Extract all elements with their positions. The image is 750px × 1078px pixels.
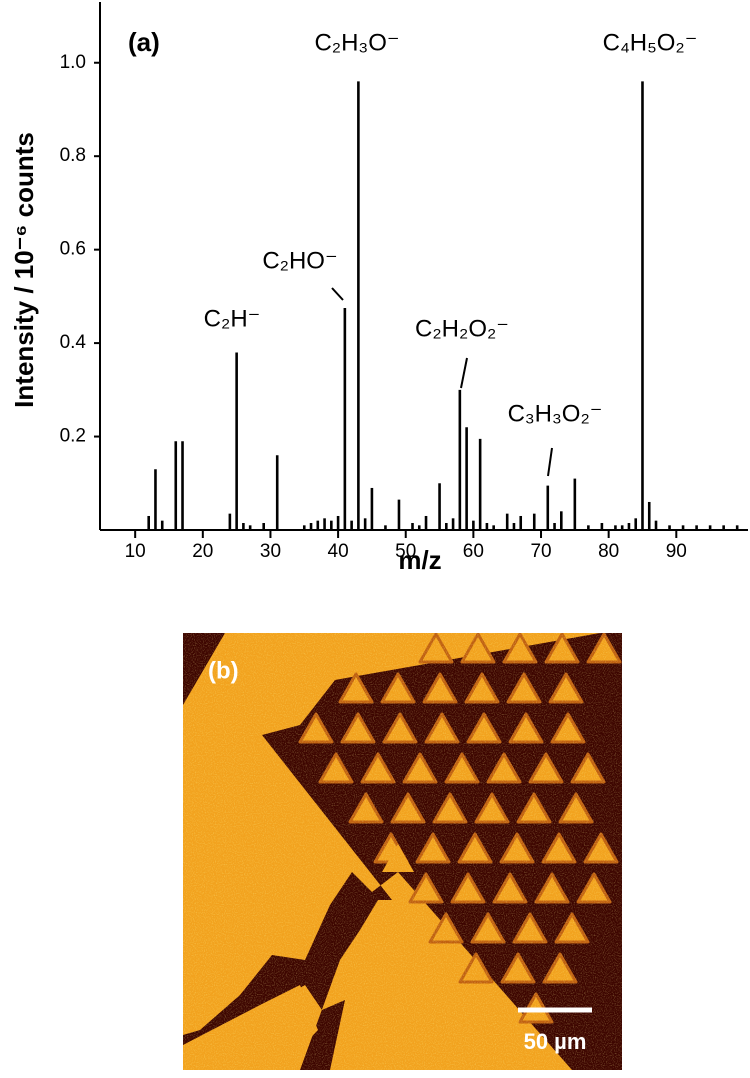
x-axis-label: m/z <box>398 545 441 575</box>
y-tick-label: 0.2 <box>60 426 86 447</box>
x-tick-label: 20 <box>192 541 213 562</box>
peak-annotation: C₄H₅O₂⁻ <box>603 29 698 56</box>
peak-annotation: C₂H⁻ <box>204 305 261 332</box>
x-tick-label: 80 <box>598 541 619 562</box>
panel-label: (b) <box>208 657 239 684</box>
x-tick-label: 90 <box>666 541 687 562</box>
ion-image: (b) 50 µm <box>183 633 622 1070</box>
x-tick-label: 40 <box>328 541 349 562</box>
leader-line <box>547 447 553 477</box>
scale-bar-label: 50 µm <box>524 1029 587 1054</box>
y-tick-label: 0.4 <box>60 332 87 353</box>
peak-annotation: C₃H₃O₂⁻ <box>508 400 603 427</box>
peak-annotation: C₂HO⁻ <box>262 247 337 274</box>
panel-label: (a) <box>128 27 160 57</box>
x-tick-label: 60 <box>463 541 484 562</box>
x-tick-label: 10 <box>125 541 146 562</box>
leader-line <box>460 357 468 389</box>
x-tick-label: 30 <box>260 541 281 562</box>
y-tick-label: 0.6 <box>60 239 86 260</box>
y-tick-label: 0.8 <box>60 145 86 166</box>
y-tick-label: 1.0 <box>60 52 86 73</box>
peak-annotation: C₂H₂O₂⁻ <box>415 315 509 342</box>
image-noise <box>183 633 622 1070</box>
spectrum-plot: 0.2 0.4 0.6 0.8 1.0 10 20 30 40 50 60 70 80 90 m/z Inte… <box>9 2 748 575</box>
leader-line <box>331 287 344 301</box>
y-axis-label: Intensity / 10⁻⁶ counts <box>9 132 39 408</box>
x-tick-label: 50 <box>395 541 416 562</box>
peak-annotation: C₂H₃O⁻ <box>314 29 399 56</box>
x-tick-label: 70 <box>530 541 551 562</box>
